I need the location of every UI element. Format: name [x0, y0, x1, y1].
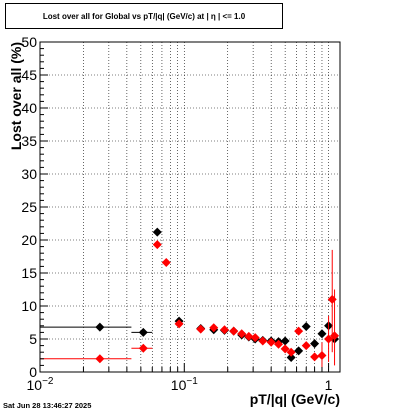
data-point-red: [301, 341, 311, 351]
data-point-red: [152, 240, 162, 250]
chart-title-box: Lost over all for Global vs pT/|q| (GeV/…: [5, 3, 283, 29]
y-tick-label: 0: [29, 364, 37, 380]
y-tick-label: 30: [21, 166, 37, 182]
y-tick-label: 45: [21, 67, 37, 83]
data-point-black: [301, 321, 311, 331]
data-point-red: [327, 294, 337, 304]
data-point-red: [280, 344, 290, 354]
y-tick-label: 20: [21, 232, 37, 248]
data-point-red: [237, 329, 247, 339]
data-point-red: [220, 325, 230, 335]
y-tick-label: 35: [21, 133, 37, 149]
data-point-red: [161, 257, 171, 267]
chart-title: Lost over all for Global vs pT/|q| (GeV/…: [42, 11, 246, 21]
data-point-red: [258, 336, 268, 346]
data-point-black: [95, 322, 105, 332]
data-point-red: [138, 343, 148, 353]
y-tick-label: 15: [21, 265, 37, 281]
data-point-red: [294, 326, 304, 336]
date-stamp: Sat Jun 28 13:46:27 2025: [3, 401, 92, 410]
x-axis-label: pT/|q| (GeV/c): [250, 391, 340, 407]
data-point-red: [95, 354, 105, 364]
y-tick-label: 25: [21, 199, 37, 215]
data-point-red: [310, 352, 320, 362]
data-point-red: [196, 324, 206, 334]
y-tick-label: 5: [29, 331, 37, 347]
data-point-black: [317, 329, 327, 339]
series-black: [40, 227, 340, 362]
data-point-black: [152, 227, 162, 237]
data-point-red: [174, 319, 184, 329]
data-point-black: [280, 336, 290, 346]
grid-lines: [40, 42, 340, 372]
data-point-black: [310, 339, 320, 349]
data-point-black: [138, 327, 148, 337]
data-point-red: [250, 333, 260, 343]
data-point-red: [324, 334, 334, 344]
x-tick-label: 10−2: [27, 376, 54, 393]
data-point-black: [286, 352, 296, 362]
y-tick-label: 10: [21, 298, 37, 314]
axes: 0 5 10 15 20 25 30 35 40 45 50 10−2 10−1 1: [21, 34, 332, 393]
series-red: [40, 240, 340, 369]
x-tick-label: 1: [325, 377, 333, 393]
data-point-red: [244, 331, 254, 341]
y-axis-label: Lost over all (%): [8, 42, 24, 150]
data-point-red: [209, 323, 219, 333]
data-point-red: [229, 326, 239, 336]
data-point-red: [317, 351, 327, 360]
data-point-red: [274, 339, 284, 349]
x-tick-label: 10−1: [171, 376, 198, 393]
data-series: [40, 227, 340, 369]
data-point-black: [294, 346, 304, 356]
data-point-red: [330, 331, 340, 341]
data-point-red: [266, 337, 276, 347]
y-tick-label: 40: [21, 100, 37, 116]
y-tick-label: 50: [21, 34, 37, 50]
data-point-red: [286, 347, 296, 357]
